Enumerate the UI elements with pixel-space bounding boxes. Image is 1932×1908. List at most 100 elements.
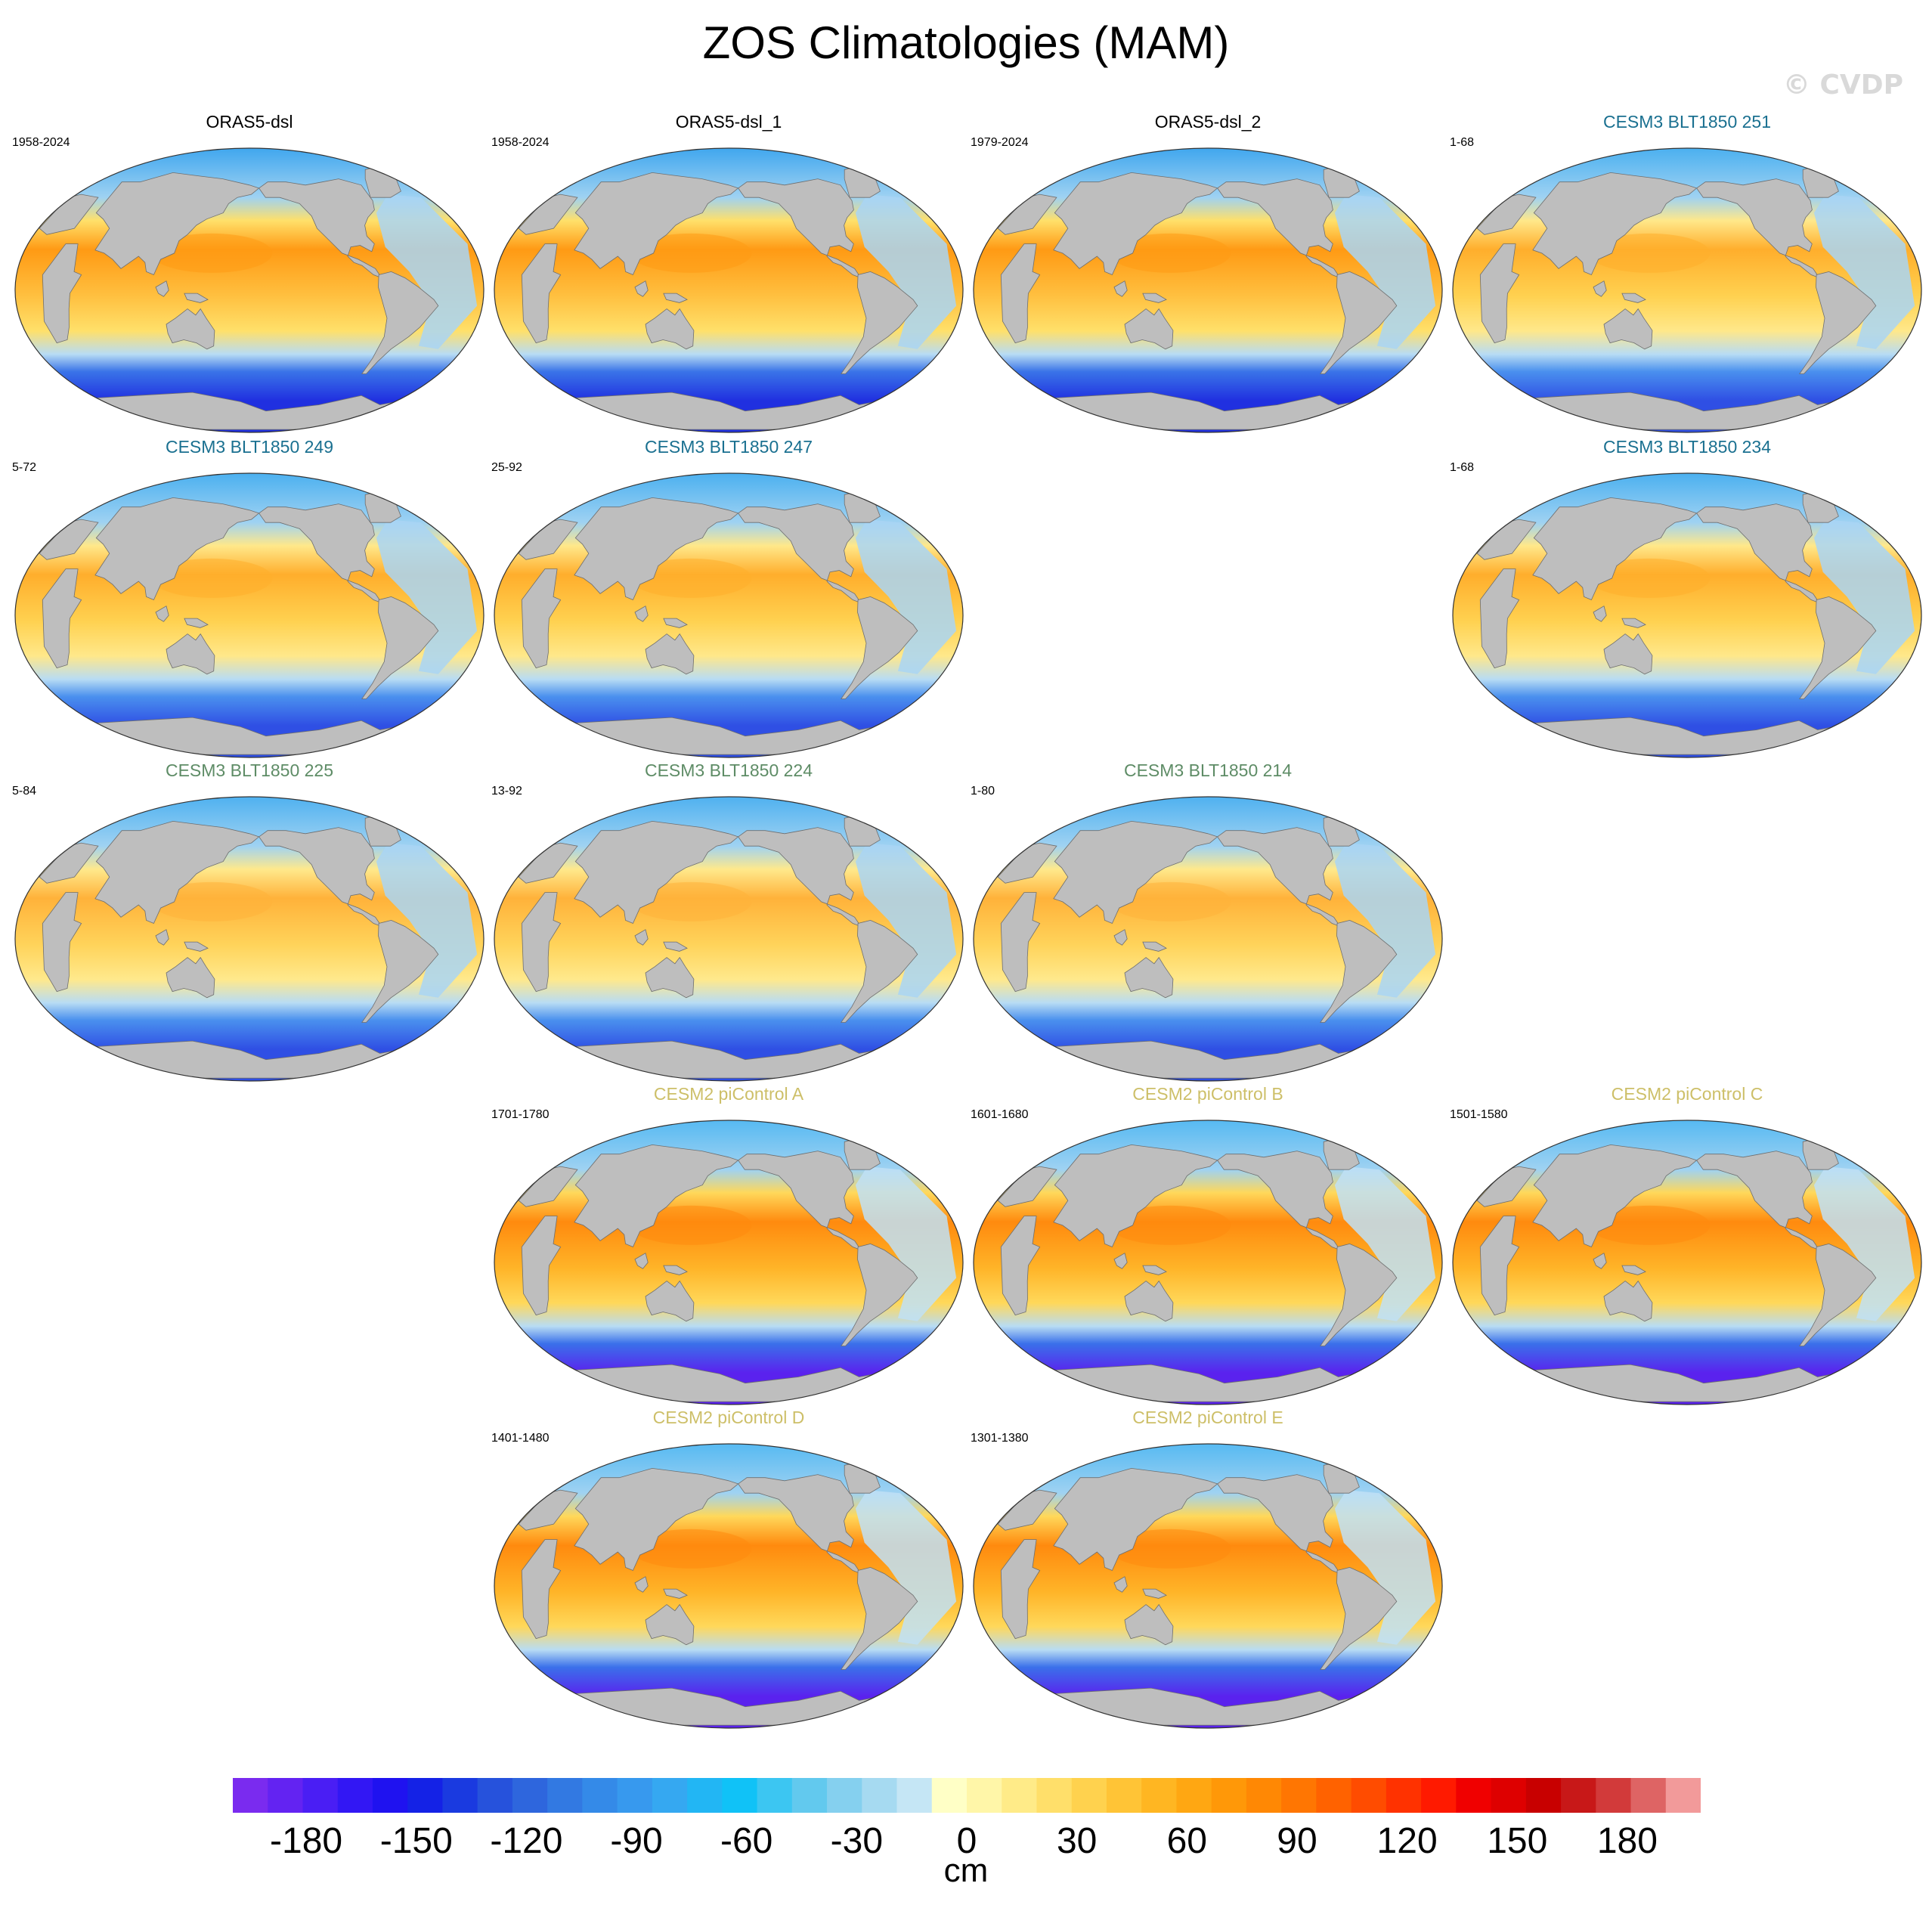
colorbar-swatch [931, 1778, 968, 1813]
panel-years: 1979-2024 [971, 136, 1029, 149]
warm-pool [151, 558, 273, 598]
land-mass [663, 293, 688, 303]
colorbar-swatch [1246, 1778, 1282, 1813]
atlantic-field [376, 843, 478, 998]
land-mass [1696, 503, 1820, 604]
land-mass [738, 503, 862, 604]
atlantic-field [1334, 843, 1436, 998]
land-mass [1053, 1467, 1218, 1572]
panel-years: 1958-2024 [12, 136, 70, 149]
land-mass [1320, 271, 1398, 374]
colorbar-tick-labels: -180 -150 -120 -90 -60 -30 0 30 60 90 120 150 180 [0, 1820, 1932, 1866]
atlantic-field [1334, 1490, 1436, 1645]
colorbar-swatch [547, 1778, 583, 1813]
land-mass [1479, 243, 1520, 344]
zos-map [14, 796, 485, 1082]
colorbar-swatch [407, 1778, 444, 1813]
colorbar-swatch [1176, 1778, 1212, 1813]
land-mass [1476, 519, 1537, 560]
colorbar-swatch [617, 1778, 653, 1813]
land-mass [1053, 1144, 1218, 1248]
zos-map [973, 1120, 1443, 1405]
warm-pool [151, 881, 273, 921]
land-mass [574, 172, 739, 276]
land-mass [1113, 1576, 1128, 1593]
panel-title: CESM2 piControl C [1611, 1084, 1763, 1104]
land-mass [1802, 1138, 1839, 1170]
colorbar [233, 1778, 1701, 1813]
colorbar-swatch [1456, 1778, 1492, 1813]
land-mass [1323, 1461, 1360, 1494]
atlantic-field [1813, 194, 1915, 349]
zos-map [973, 796, 1443, 1082]
land-mass [1142, 1588, 1167, 1599]
land-mass [1479, 568, 1520, 669]
land-mass [518, 1489, 578, 1531]
land-mass [42, 568, 82, 669]
panel-years: 1501-1580 [1450, 1108, 1508, 1121]
panel-title: CESM3 BLT1850 234 [1602, 437, 1772, 457]
land-mass [645, 1603, 695, 1646]
warm-pool [1110, 881, 1231, 921]
zos-map [973, 1443, 1443, 1729]
colorbar-swatch [896, 1778, 933, 1813]
panel-title: CESM3 BLT1850 251 [1602, 112, 1772, 132]
map-border [14, 147, 485, 433]
colorbar-tick-label: 60 [1166, 1821, 1207, 1861]
panel-title: ORAS5-dsl [206, 112, 293, 132]
land-mass [1593, 1253, 1607, 1269]
land-mass [1799, 1243, 1877, 1346]
land-mass [259, 178, 382, 279]
land-mass [364, 814, 401, 847]
land-mass [634, 606, 649, 622]
land-mass [361, 919, 439, 1023]
panel-years: 1958-2024 [491, 136, 550, 149]
land-mass [518, 194, 578, 235]
land-mass [663, 941, 688, 952]
land-mass [844, 1461, 881, 1494]
colorbar-swatch [1106, 1778, 1142, 1813]
land-mass [518, 519, 578, 560]
map-panel: CESM2 piControl A 1701-1780 [490, 1084, 968, 1409]
panel-years: 1-80 [971, 785, 995, 798]
land-mass [1113, 1253, 1128, 1269]
zos-map [494, 1120, 964, 1405]
colorbar-units: cm [943, 1852, 989, 1889]
land-mass [997, 194, 1057, 235]
atlantic-field [1334, 1166, 1436, 1321]
land-mass [166, 956, 215, 999]
atlantic-field [855, 519, 957, 674]
colorbar-tick-label: -120 [490, 1821, 563, 1861]
land-mass [1799, 271, 1877, 374]
land-mass [1124, 308, 1174, 350]
land-mass [841, 1566, 918, 1670]
land-mass [1621, 618, 1646, 628]
map-border [494, 1443, 964, 1729]
land-mass [997, 842, 1057, 884]
map-panel: CESM3 BLT1850 234 1-68 [1448, 437, 1926, 762]
panel-years: 1301-1380 [971, 1432, 1029, 1445]
land-mass [1113, 280, 1128, 297]
land-mass [645, 633, 695, 675]
land-mass [738, 827, 862, 928]
map-border [973, 147, 1443, 433]
land-mass [841, 1243, 918, 1346]
land-mass [1532, 172, 1698, 276]
land-mass [738, 1474, 862, 1575]
map-panel: CESM2 piControl D 1401-1480 [490, 1408, 968, 1733]
land-mass [1696, 178, 1820, 279]
land-mass [166, 633, 215, 675]
map-panel: ORAS5-dsl_2 1979-2024 [969, 112, 1447, 437]
land-mass [39, 519, 99, 560]
colorbar-swatch [268, 1778, 304, 1813]
colorbar-swatch [372, 1778, 408, 1813]
land-mass [1000, 1539, 1041, 1640]
land-mass [1124, 956, 1174, 999]
land-mass [1603, 1280, 1653, 1322]
map-panel: CESM3 BLT1850 251 1-68 [1448, 112, 1926, 437]
land-mass [1000, 1216, 1041, 1316]
panel-title: CESM3 BLT1850 249 [165, 437, 334, 457]
panel-title: CESM2 piControl A [653, 1084, 804, 1104]
land-mass [1217, 1151, 1341, 1251]
colorbar-swatch [687, 1778, 723, 1813]
